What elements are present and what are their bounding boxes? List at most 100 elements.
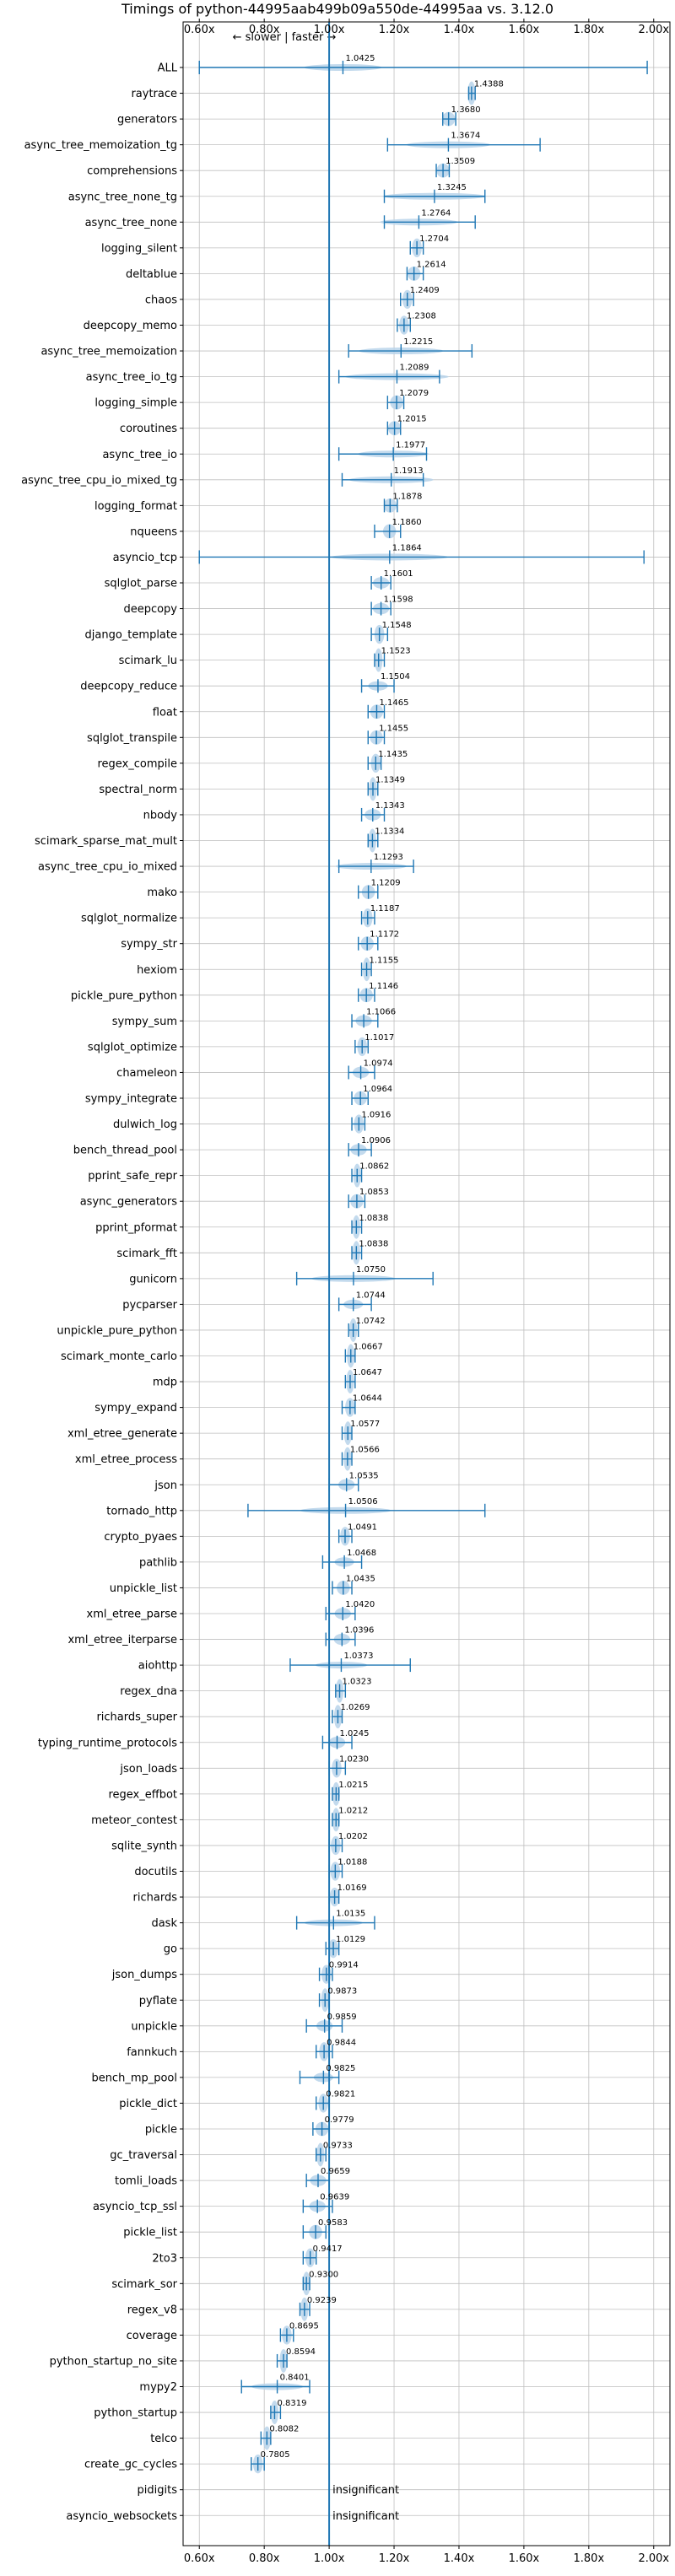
category-label-sympy-sum: sympy_sum [112,1016,177,1028]
category-label-hexiom: hexiom [137,964,177,977]
category-label-bench-mp-pool: bench_mp_pool [91,2072,177,2084]
category-label-dask: dask [151,1917,177,1930]
category-label-regex-compile: regex_compile [97,757,177,770]
category-label-python-startup: python_startup [94,2407,177,2420]
category-label-create-gc-cycles: create_gc_cycles [84,2459,177,2471]
value-label-regex-effbot: 1.0215 [338,1781,368,1790]
category-label-spectral-norm: spectral_norm [99,784,177,796]
value-label-async-tree-io-tg: 1.2089 [399,364,429,373]
value-label-pidigits: insignificant [332,2484,399,2497]
value-label-2to3: 0.9417 [313,2245,343,2254]
value-label-deepcopy: 1.1598 [384,595,413,605]
category-label-comprehensions: comprehensions [87,165,177,178]
category-label-xml-etree-iterparse: xml_etree_iterparse [68,1634,177,1646]
value-label-sqlglot-normalize: 1.1187 [370,904,400,913]
value-label-sympy-str: 1.1172 [370,930,399,940]
value-label-json-dumps: 0.9914 [329,1961,359,1970]
category-label-scimark-sor: scimark_sor [111,2278,177,2291]
chart-title: Timings of python-44995aab499b09a550de-4… [121,1,554,17]
category-label-pidigits: pidigits [138,2484,178,2497]
category-label-pickle: pickle [145,2124,177,2137]
mark-layer [198,22,648,2546]
tick-label-top: 1.40x [444,24,475,36]
value-label-pickle-dict: 0.9821 [326,2089,355,2099]
category-label-docutils: docutils [134,1866,177,1878]
value-label-gunicorn: 1.0750 [356,1265,386,1275]
category-label-async-tree-none: async_tree_none [85,217,177,229]
tick-label-bottom: 1.00x [314,2552,345,2565]
value-label-regex-v8: 0.9239 [307,2296,337,2305]
category-label-sympy-integrate: sympy_integrate [85,1093,177,1106]
category-label-regex-v8: regex_v8 [127,2304,177,2316]
value-label-comprehensions: 1.3509 [446,157,475,166]
value-label-hexiom: 1.1155 [370,956,399,965]
value-label-pprint-pformat: 1.0838 [359,1214,388,1223]
category-label-nbody: nbody [143,809,178,822]
category-label-float: float [153,706,177,719]
value-label-sqlite-synth: 1.0202 [338,1832,368,1841]
value-label-fannkuch: 0.9844 [327,2038,356,2047]
value-label-crypto-pyaes: 1.0491 [348,1522,377,1532]
value-label-logging-format: 1.1878 [392,492,422,501]
category-label-mako: mako [147,887,177,899]
category-label-mdp: mdp [153,1377,177,1389]
category-label-sqlglot-parse: sqlglot_parse [105,578,177,590]
value-label-mako: 1.1209 [371,879,401,888]
category-label-fannkuch: fannkuch [127,2046,177,2059]
value-label-coroutines: 1.2015 [397,415,427,424]
value-label-sympy-integrate: 1.0964 [363,1085,392,1094]
value-label-pathlib: 1.0468 [347,1549,376,1558]
category-label-xml-etree-generate: xml_etree_generate [68,1428,177,1441]
category-label-meteor-contest: meteor_contest [91,1814,177,1827]
value-label-asyncio-websockets: insignificant [332,2510,399,2523]
category-label-async-tree-memoization: async_tree_memoization [40,346,177,358]
value-label-unpickle-pure-python: 1.0742 [356,1317,386,1326]
value-label-bench-thread-pool: 1.0906 [361,1136,391,1145]
category-label-logging-format: logging_format [94,500,177,513]
value-label-docutils: 1.0188 [338,1858,367,1867]
category-label-nqueens: nqueens [130,525,177,538]
category-label-pickle-pure-python: pickle_pure_python [71,989,177,1002]
category-label-deepcopy-reduce: deepcopy_reduce [80,681,177,693]
value-label-dask: 1.0135 [336,1910,365,1919]
category-label-mypy2: mypy2 [139,2381,177,2394]
tick-label-top: 0.80x [249,24,280,36]
category-label-async-generators: async_generators [80,1196,178,1209]
value-label-sqlglot-parse: 1.1601 [384,569,413,579]
category-label-chaos: chaos [145,294,177,306]
value-label-spectral-norm: 1.1349 [375,775,405,784]
value-label-go: 1.0129 [336,1935,365,1944]
category-label-dulwich-log: dulwich_log [113,1118,177,1131]
value-label-pprint-safe-repr: 1.0862 [359,1162,389,1172]
category-label-json: json [154,1479,177,1492]
value-label-raytrace: 1.4388 [474,80,504,89]
label-layer: 0.60x 0.60x 0.80x 0.80x 1.00x 1.00x 1.20x 1.20x… [21,24,669,2565]
value-label-async-tree-cpu-io-mixed: 1.1293 [374,853,403,862]
value-label-float: 1.1465 [379,698,408,708]
value-label-scimark-lu: 1.1523 [381,647,411,656]
category-label-crypto-pyaes: crypto_pyaes [104,1531,177,1544]
category-label-sqlglot-transpile: sqlglot_transpile [87,732,177,745]
value-label-async-tree-cpu-io-mixed-tg: 1.1913 [394,466,424,476]
tick-label-bottom: 2.00x [638,2552,669,2565]
value-label-richards: 1.0169 [338,1883,367,1893]
value-label-nbody: 1.1343 [375,801,405,811]
category-label-logging-silent: logging_silent [101,242,177,255]
value-label-scimark-monte-carlo: 1.0667 [354,1343,383,1352]
tick-label-top: 0.60x [184,24,215,36]
value-label-regex-dna: 1.0323 [343,1678,372,1687]
value-label-json-loads: 1.0230 [339,1754,369,1764]
value-label-async-tree-none-tg: 1.3245 [437,183,467,192]
value-label-pickle-list: 0.9583 [318,2218,348,2228]
value-label-mdp: 1.0647 [353,1368,382,1377]
category-label-scimark-fft: scimark_fft [116,1248,177,1260]
category-label-unpickle: unpickle [131,2020,177,2033]
category-label-pprint-pformat: pprint_pformat [95,1221,177,1234]
category-label-asyncio-tcp: asyncio_tcp [113,552,177,564]
value-label-coverage: 0.8695 [289,2321,319,2331]
value-label-tomli-loads: 0.9659 [321,2167,350,2176]
value-label-async-tree-memoization-tg: 1.3674 [451,132,480,141]
value-label-chaos: 1.2409 [410,286,440,295]
value-label-unpickle: 0.9859 [327,2013,357,2022]
tick-label-top: 1.20x [379,24,410,36]
